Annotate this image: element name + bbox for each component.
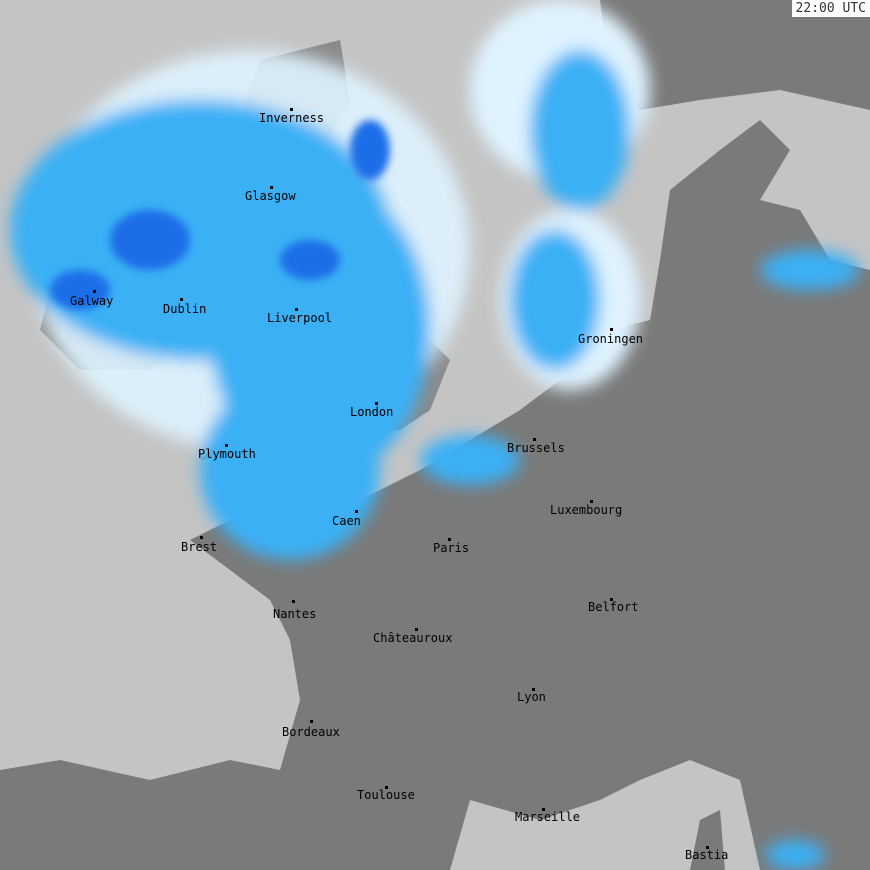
city-marker: [292, 600, 295, 603]
city-label: Dublin: [163, 302, 207, 316]
city-marker: [270, 186, 273, 189]
city-marker: [93, 290, 96, 293]
city-marker: [706, 846, 709, 849]
city-marker: [310, 720, 313, 723]
city-marker: [610, 328, 613, 331]
city-label: Nantes: [273, 607, 317, 621]
city-marker: [542, 808, 545, 811]
city-label: Toulouse: [357, 788, 415, 802]
city-label: Lyon: [517, 690, 546, 704]
city-label: Liverpool: [267, 311, 333, 325]
city-label: Luxembourg: [550, 503, 623, 517]
city-label: Paris: [433, 541, 470, 555]
city-label: Caen: [332, 514, 361, 528]
city-marker: [448, 538, 451, 541]
city-label: Inverness: [259, 111, 325, 125]
city-label: Brest: [181, 540, 218, 554]
city-label: Marseille: [515, 810, 581, 824]
city-label: Belfort: [588, 600, 639, 614]
city-marker: [532, 688, 535, 691]
city-label: Glasgow: [245, 189, 296, 203]
city-label: Châteauroux: [373, 631, 453, 645]
city-marker: [200, 536, 203, 539]
city-label: Bastia: [685, 848, 729, 862]
timestamp-label: 22:00 UTC: [791, 0, 870, 17]
city-marker: [375, 402, 378, 405]
city-label: Brussels: [507, 441, 565, 455]
city-label: Bordeaux: [282, 725, 340, 739]
corsica-land: [690, 810, 725, 870]
city-marker: [290, 108, 293, 111]
city-label: Galway: [70, 294, 114, 308]
city-marker: [590, 500, 593, 503]
city-marker: [385, 786, 388, 789]
city-marker: [415, 628, 418, 631]
city-label: London: [350, 405, 394, 419]
city-marker: [610, 598, 613, 601]
city-marker: [533, 438, 536, 441]
city-marker: [295, 308, 298, 311]
city-label: Groningen: [578, 332, 644, 346]
city-marker: [225, 444, 228, 447]
city-marker: [355, 510, 358, 513]
city-marker: [180, 298, 183, 301]
city-label: Plymouth: [198, 447, 256, 461]
